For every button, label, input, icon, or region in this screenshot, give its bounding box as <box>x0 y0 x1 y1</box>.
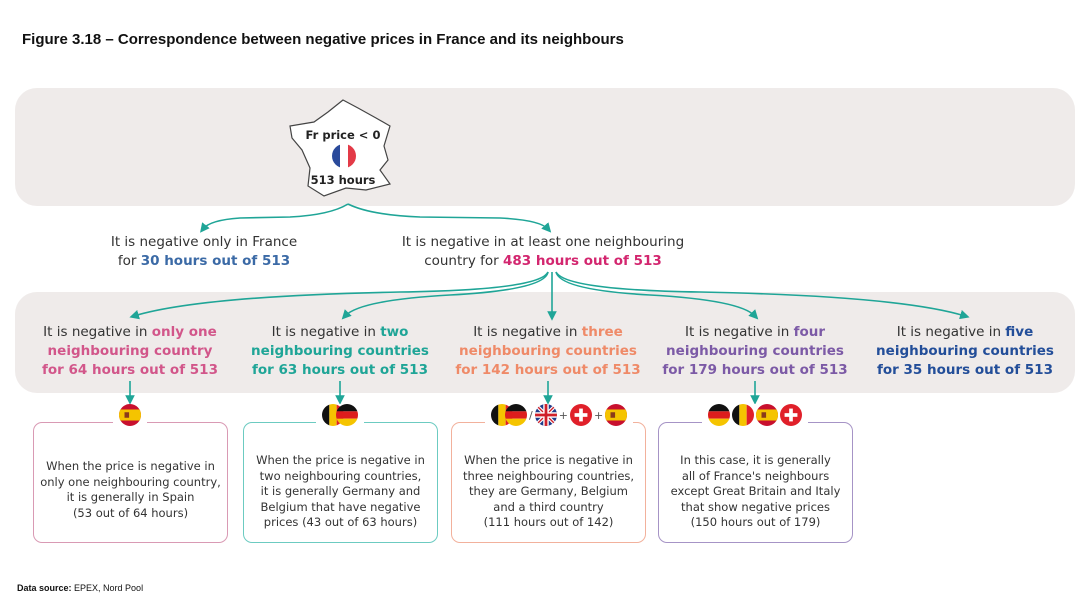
column-1-text: It is negative in only one neighbouring c… <box>25 323 235 380</box>
neighbours-text: It is negative in at least one neighbour… <box>383 233 703 271</box>
connector-col-2 <box>341 271 549 320</box>
column-count: only one <box>151 324 217 340</box>
column-hours: for 63 hours out of 513 <box>252 362 428 378</box>
spain-flag-icon <box>119 404 141 426</box>
explanation-text: When the price is negative in two neighbo… <box>248 453 433 531</box>
germany-flag-icon <box>505 404 527 426</box>
belgium-germany-flags <box>491 404 527 426</box>
explanation-box-3: When the price is negative in three neigh… <box>451 422 646 543</box>
switzerland-flag-icon <box>780 404 802 426</box>
column-countries: neighbouring countries <box>251 343 429 359</box>
france-only-pre: for <box>117 253 141 269</box>
explanation-text: When the price is negative in only one ne… <box>38 459 223 521</box>
explanation-line: When the price is negative in <box>256 453 425 467</box>
explanation-line: Belgium that have negative <box>260 499 421 514</box>
belgium-germany-flags <box>322 404 358 426</box>
connector-col-4 <box>555 271 759 320</box>
explanation-line: (150 hours out of 179) <box>690 515 821 529</box>
explanation-line: that show negative prices <box>681 499 830 514</box>
explanation-line: all of France's neighbours <box>681 468 830 483</box>
connector-france-only <box>200 203 349 233</box>
column-pre: It is negative in <box>685 324 794 340</box>
column-hours: for 35 hours out of 513 <box>877 362 1053 378</box>
connector-col-5 <box>555 271 970 320</box>
explanation-text: When the price is negative in three neigh… <box>456 453 641 531</box>
column-pre: It is negative in <box>271 324 381 340</box>
column-count: three <box>581 324 623 340</box>
switzerland-flag-icon <box>569 404 592 426</box>
explanation-line: (53 out of 64 hours) <box>72 505 189 520</box>
column-hours: for 142 hours out of 513 <box>455 362 641 378</box>
flags-1 <box>113 404 147 426</box>
france-label-bottom: 513 hours <box>310 173 376 187</box>
explanation-line: When the price is negative in <box>464 453 633 467</box>
neighbours-pre: country for <box>424 253 503 269</box>
connector-neighbours <box>347 203 552 233</box>
uk-flag-icon <box>534 404 557 426</box>
column-hours: for 179 hours out of 513 <box>662 362 848 378</box>
flags-3: / + + <box>485 404 634 426</box>
column-count: five <box>1005 324 1034 340</box>
column-pre: It is negative in <box>473 324 582 340</box>
flag-separator: + <box>593 408 604 422</box>
flag-separator: + <box>558 408 568 422</box>
explanation-line: three neighbouring countries, <box>462 468 635 483</box>
explanation-line: When the price is negative in <box>46 459 215 473</box>
germany-flag-icon <box>336 404 358 426</box>
explanation-line: except Great Britain and Italy <box>670 484 841 498</box>
explanation-line: two neighbouring countries, <box>259 468 422 483</box>
explanation-box-4: In this case, it is generally all of Fran… <box>658 422 853 543</box>
data-source-value: EPEX, Nord Pool <box>71 583 144 593</box>
flags-4 <box>702 404 808 426</box>
column-3-text: It is negative in three neighbouring coun… <box>443 323 653 380</box>
column-countries: neighbouring countries <box>666 343 844 359</box>
explanation-line: prices (43 out of 63 hours) <box>263 515 418 529</box>
column-count: two <box>380 324 409 340</box>
figure-title: Figure 3.18 – Correspondence between neg… <box>22 31 624 48</box>
explanation-box-1: When the price is negative in only one ne… <box>33 422 228 543</box>
france-band <box>15 88 1075 206</box>
france-only-hours: 30 hours out of 513 <box>140 253 291 269</box>
flags-2 <box>316 404 364 426</box>
neighbours-hours: 483 hours out of 513 <box>502 253 662 269</box>
column-2-text: It is negative in two neighbouring countr… <box>235 323 445 380</box>
column-countries: neighbouring country <box>47 343 213 359</box>
column-pre: It is negative in <box>896 324 1006 340</box>
column-pre: It is negative in <box>43 324 152 340</box>
neighbours-line: It is negative in at least one neighbour… <box>401 234 685 250</box>
data-source-label: Data source: <box>17 583 72 593</box>
spain-flag-icon <box>756 404 778 426</box>
column-5-text: It is negative in five neighbouring count… <box>860 323 1070 380</box>
germany-flag-icon <box>708 404 730 426</box>
france-flag-icon <box>332 144 356 168</box>
explanation-line: and a third country <box>493 499 604 514</box>
explanation-text: In this case, it is generally all of Fran… <box>663 453 848 531</box>
column-countries: neighbouring countries <box>459 343 637 359</box>
column-4-text: It is negative in four neighbouring count… <box>650 323 860 380</box>
france-label-top: Fr price < 0 <box>305 128 381 142</box>
column-count: four <box>793 324 825 340</box>
column-hours: for 64 hours out of 513 <box>42 362 218 378</box>
flag-separator: / <box>529 408 533 422</box>
explanation-line: it is generally in Spain <box>66 490 195 504</box>
explanation-line: they are Germany, Belgium <box>469 484 628 498</box>
connector-col-1 <box>129 271 549 320</box>
france-only-line: It is negative only in France <box>110 234 298 250</box>
data-source: Data source: EPEX, Nord Pool <box>17 583 143 593</box>
explanation-box-2: When the price is negative in two neighbo… <box>243 422 438 543</box>
explanation-line: only one neighbouring country, <box>40 474 221 489</box>
neighbours-band <box>15 292 1075 393</box>
spain-flag-icon <box>605 404 628 426</box>
explanation-line: it is generally Germany and <box>260 484 421 498</box>
france-only-text: It is negative only in France for 30 hou… <box>84 233 324 271</box>
belgium-flag-icon <box>732 404 754 426</box>
explanation-line: In this case, it is generally <box>680 453 831 467</box>
explanation-line: (111 hours out of 142) <box>483 515 614 529</box>
column-countries: neighbouring countries <box>876 343 1054 359</box>
france-map: Fr price < 0 513 hours <box>288 98 398 198</box>
